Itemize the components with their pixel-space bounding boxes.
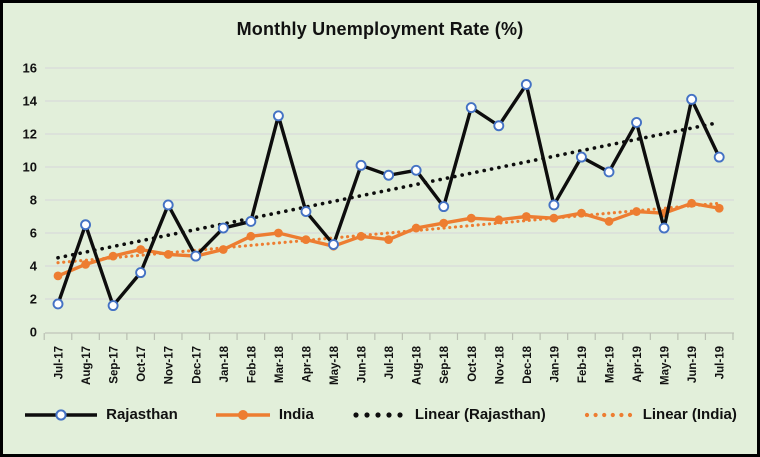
svg-text:May-19: May-19 [660, 346, 672, 385]
legend-label-linear-rajasthan: Linear (Rajasthan) [414, 406, 546, 423]
svg-text:Aug-17: Aug-17 [81, 346, 93, 385]
rajasthan-line-icon [25, 408, 98, 421]
plot-area: 0 2 4 6 8 10 12 14 16 Jul-17 Aug-17 Sep-17 Oct-17 Nov… [23, 61, 734, 385]
svg-text:Jul-17: Jul-17 [54, 346, 66, 379]
svg-text:Nov-17: Nov-17 [164, 346, 176, 384]
svg-text:Apr-19: Apr-19 [632, 346, 644, 382]
series-rajasthan [52, 79, 725, 312]
svg-text:4: 4 [30, 259, 38, 274]
svg-text:Dec-18: Dec-18 [522, 345, 534, 383]
legend-label-linear-india: Linear (India) [642, 406, 737, 423]
legend-item-linear-india: Linear (India) [582, 406, 737, 423]
svg-text:6: 6 [30, 226, 37, 241]
svg-text:2: 2 [30, 292, 37, 307]
svg-text:Sep-17: Sep-17 [109, 346, 121, 384]
svg-text:Jun-18: Jun-18 [357, 345, 369, 383]
trendline-rajasthan [56, 120, 722, 260]
legend-label-rajasthan: Rajasthan [106, 406, 178, 423]
svg-text:Mar-18: Mar-18 [274, 345, 286, 383]
gridlines [45, 67, 734, 334]
svg-text:Dec-17: Dec-17 [191, 346, 203, 384]
legend-item-linear-rajasthan: Linear (Rajasthan) [350, 406, 546, 423]
legend-item-rajasthan: Rajasthan [23, 406, 178, 423]
svg-text:Jul-19: Jul-19 [715, 346, 727, 379]
svg-text:Feb-19: Feb-19 [577, 346, 589, 383]
y-axis-labels: 0 2 4 6 8 10 12 14 16 [23, 61, 38, 340]
series-india [53, 198, 724, 281]
x-axis-ticks [43, 333, 734, 340]
svg-text:Jan-19: Jan-19 [549, 346, 561, 382]
trendline-india [56, 201, 721, 265]
legend-label-india: India [278, 406, 314, 423]
chart-title: Monthly Unemployment Rate (%) [236, 19, 524, 39]
svg-text:Aug-18: Aug-18 [412, 345, 424, 385]
legend-item-india: India [214, 406, 314, 423]
linear-india-dots-icon [584, 412, 632, 417]
svg-text:Oct-18: Oct-18 [467, 345, 479, 381]
svg-text:Nov-18: Nov-18 [494, 345, 506, 384]
svg-text:Sep-18: Sep-18 [439, 345, 451, 383]
svg-text:Apr-18: Apr-18 [301, 345, 313, 382]
svg-text:8: 8 [30, 193, 37, 208]
svg-text:Jan-18: Jan-18 [219, 345, 231, 382]
svg-text:12: 12 [23, 127, 37, 142]
legend: Rajasthan India Linear (Rajasthan) Linea… [3, 406, 757, 423]
svg-text:16: 16 [23, 61, 37, 76]
svg-text:Mar-19: Mar-19 [605, 346, 617, 383]
svg-text:14: 14 [23, 94, 38, 109]
svg-text:Oct-17: Oct-17 [136, 346, 148, 382]
svg-text:10: 10 [23, 160, 37, 175]
svg-text:Jul-18: Jul-18 [384, 345, 396, 379]
svg-text:Feb-18: Feb-18 [246, 345, 258, 383]
svg-text:0: 0 [30, 325, 37, 340]
svg-text:May-18: May-18 [329, 345, 341, 385]
india-line-icon [215, 409, 270, 420]
linear-rajasthan-dots-icon [353, 411, 403, 418]
svg-text:Jun-19: Jun-19 [687, 346, 699, 383]
x-axis-labels: Jul-17 Aug-17 Sep-17 Oct-17 Nov-17 Dec-17 Jan-… [54, 345, 727, 385]
